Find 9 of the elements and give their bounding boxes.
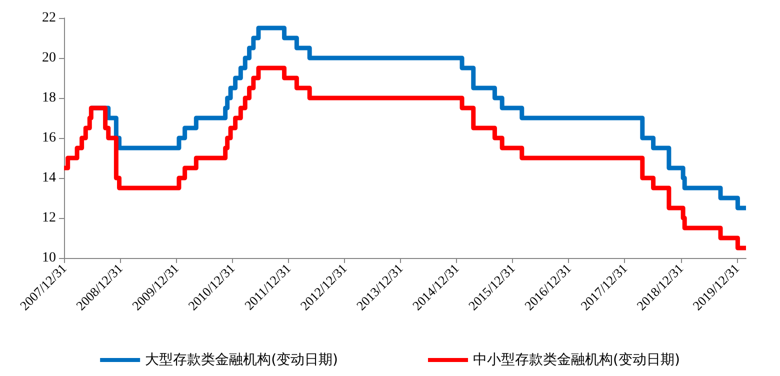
y-tick-label: 10 [42, 250, 56, 266]
y-tick-label: 14 [42, 170, 56, 186]
y-tick-label: 18 [42, 90, 56, 106]
y-tick-label: 16 [42, 130, 56, 146]
legend-label: 大型存款类金融机构(变动日期) [145, 352, 338, 368]
y-tick-label: 12 [42, 210, 56, 226]
y-tick-label: 22 [42, 10, 56, 26]
y-tick-label: 20 [42, 50, 56, 66]
legend-label: 中小型存款类金融机构(变动日期) [473, 352, 680, 368]
